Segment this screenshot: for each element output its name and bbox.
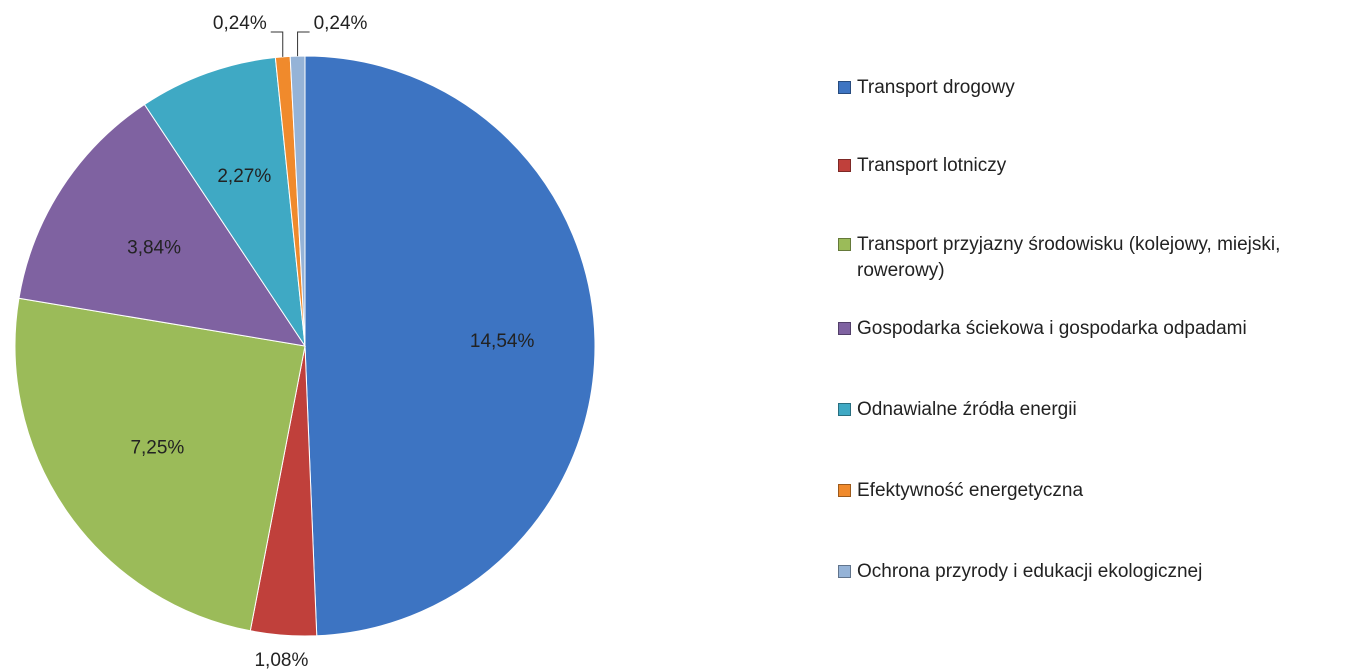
pie-slice (143, 56, 306, 347)
legend-label: Ochrona przyrody i edukacji ekologicznej (857, 561, 1203, 582)
legend-label: Efektywność energetyczna (857, 480, 1084, 501)
data-label: 7,25% (130, 438, 184, 459)
legend-swatch (838, 484, 851, 497)
legend-label: Transport przyjazny środowisku (kolejowy… (857, 234, 1281, 281)
legend-item: Ochrona przyrody i edukacji ekologicznej (838, 559, 1338, 585)
legend-item: Gospodarka ściekowa i gospodarka odpadam… (838, 316, 1338, 342)
legend-swatch (838, 403, 851, 416)
legend-swatch (838, 159, 851, 172)
data-label: 1,08% (254, 650, 308, 670)
legend-swatch (838, 238, 851, 251)
legend-item: Transport przyjazny środowisku (kolejowy… (838, 232, 1338, 284)
pie-slice (14, 297, 306, 632)
legend-label: Transport drogowy (857, 77, 1015, 98)
legend-label: Gospodarka ściekowa i gospodarka odpadam… (857, 318, 1247, 339)
legend-swatch (838, 81, 851, 94)
leader-line (270, 31, 284, 57)
leader-line (297, 31, 310, 57)
data-label: 0,24% (314, 13, 368, 34)
legend-item: Odnawialne źródła energii (838, 397, 1338, 423)
legend-label: Transport lotniczy (857, 155, 1007, 176)
legend-item: Transport lotniczy (838, 153, 1338, 179)
data-label: 14,54% (470, 331, 535, 352)
legend-item: Transport drogowy (838, 75, 1338, 101)
legend-item: Efektywność energetyczna (838, 478, 1338, 504)
pie-area: 14,54% 1,08% 7,25% 3,84% 2,27% 0,24% 0,24% (14, 13, 596, 670)
pie-slice (304, 55, 596, 637)
pie-slice (18, 103, 307, 347)
data-label: 0,24% (213, 13, 267, 34)
data-label: 2,27% (217, 166, 271, 187)
legend-label: Odnawialne źródła energii (857, 399, 1077, 420)
legend-swatch (838, 322, 851, 335)
data-label: 3,84% (127, 237, 181, 258)
legend-swatch (838, 565, 851, 578)
